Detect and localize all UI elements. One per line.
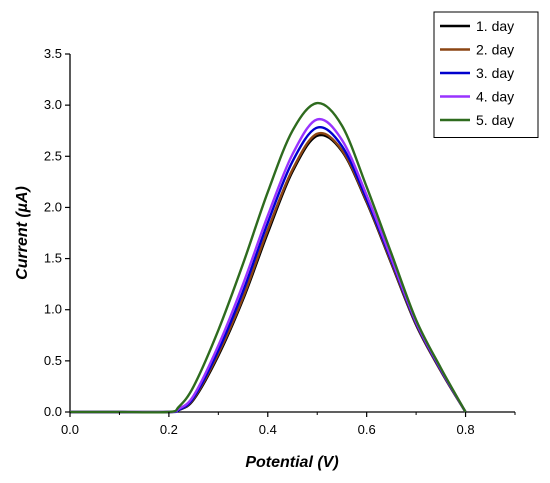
x-tick-label: 0.2 xyxy=(160,422,178,437)
y-tick-label: 0.0 xyxy=(44,404,62,419)
legend-label: 5. day xyxy=(476,112,514,128)
legend: 1. day 2. day 3. day 4. day 5. day xyxy=(433,11,539,138)
series-layer xyxy=(70,101,467,414)
y-tick-label: 3.5 xyxy=(44,46,62,61)
y-tick-label: 2.5 xyxy=(44,148,62,163)
y-tick-label: 3.0 xyxy=(44,97,62,112)
legend-label: 4. day xyxy=(476,89,514,105)
x-axis-label: Potential (V) xyxy=(245,454,338,471)
y-tick-label: 0.5 xyxy=(44,353,62,368)
y-tick-label: 1.0 xyxy=(44,302,62,317)
x-tick-label: 0.0 xyxy=(61,422,79,437)
series-line-5 xyxy=(70,101,467,414)
legend-label: 2. day xyxy=(476,42,514,58)
legend-label: 3. day xyxy=(476,65,514,81)
y-axis-ticks: 0.0 0.5 1.0 1.5 2.0 2.5 3.0 3.5 xyxy=(44,46,70,419)
x-tick-label: 0.4 xyxy=(259,422,277,437)
x-tick-label: 0.8 xyxy=(457,422,475,437)
legend-box xyxy=(433,11,539,138)
x-tick-label: 0.6 xyxy=(358,422,376,437)
y-tick-label: 2.0 xyxy=(44,199,62,214)
legend-label: 1. day xyxy=(476,18,514,34)
x-axis-ticks: 0.0 0.2 0.4 0.6 0.8 xyxy=(61,412,516,437)
y-tick-label: 1.5 xyxy=(44,251,62,266)
y-axis-label: Current (µA) xyxy=(14,186,31,280)
